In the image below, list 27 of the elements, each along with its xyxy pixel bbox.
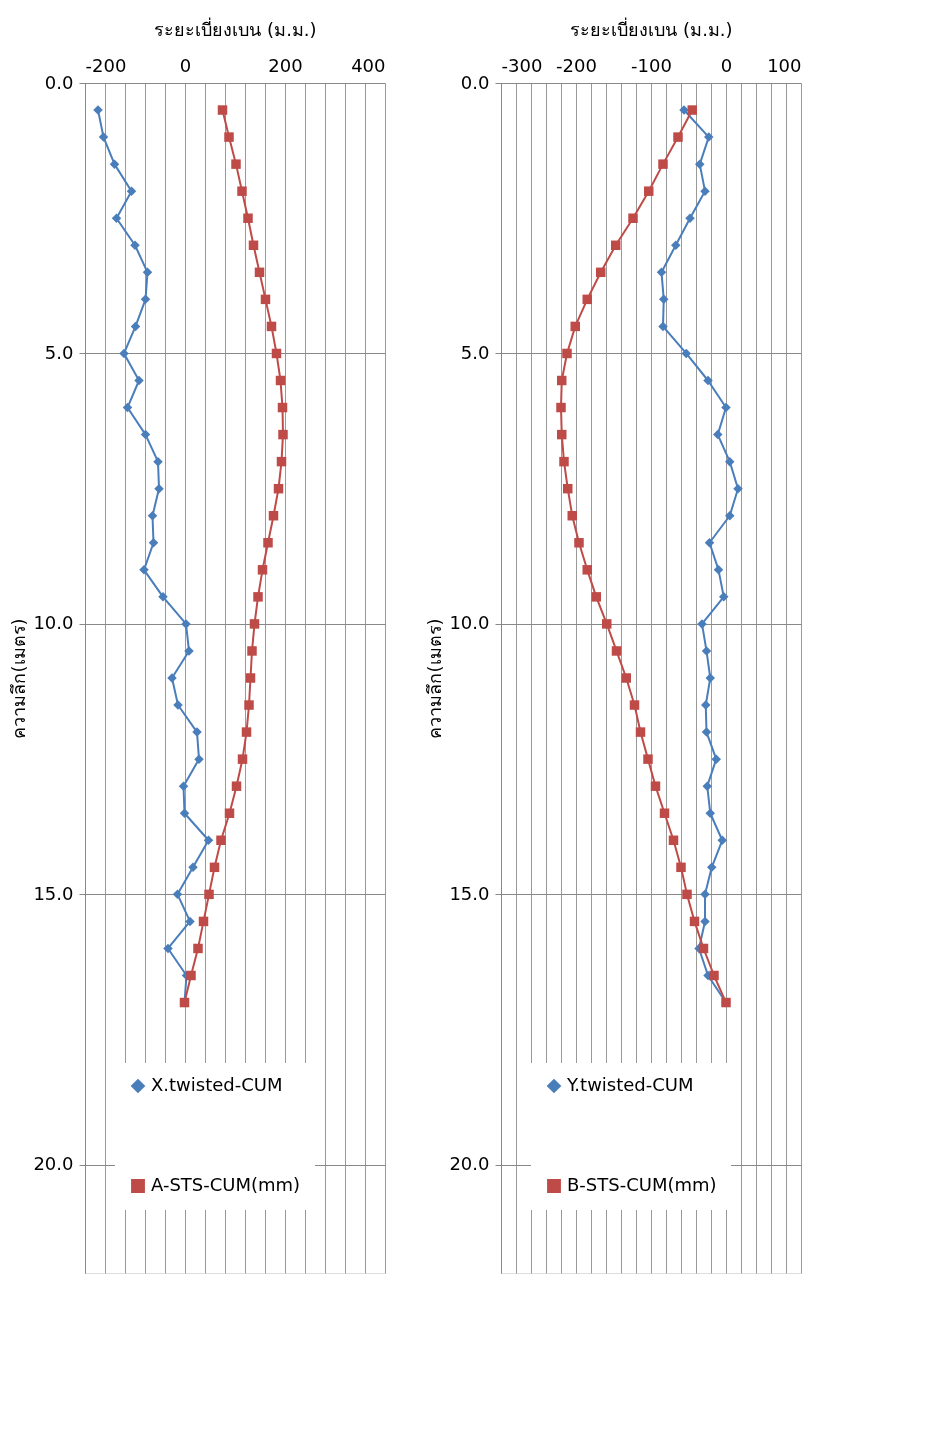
x-tick-label: -200: [556, 54, 597, 76]
legend-label: A-STS-CUM(mm): [151, 1174, 301, 1195]
y-axis-title: ความลึก(เมตร): [424, 618, 446, 739]
x-tick-label: -300: [501, 54, 543, 76]
legend-label: X.twisted-CUM: [151, 1074, 283, 1095]
x-tick-label: -100: [631, 54, 672, 76]
x-tick-label: 0: [720, 54, 733, 76]
x-axis-title: ระยะเบี่ยงเบน (ม.ม.): [154, 16, 317, 40]
x-tick-label: 200: [268, 54, 303, 76]
y-tick-label: 20.0: [449, 1153, 490, 1175]
y-tick-label: 5.0: [44, 341, 74, 363]
y-axis-title: ความลึก(เมตร): [8, 618, 30, 739]
x-tick-label: -200: [85, 54, 127, 76]
y-tick-label: 15.0: [449, 882, 490, 904]
x-tick-label: 400: [351, 54, 386, 76]
legend-label: B-STS-CUM(mm): [567, 1174, 717, 1195]
x-tick-label: 0: [179, 54, 192, 76]
legend-label: Y.twisted-CUM: [566, 1074, 694, 1095]
y-tick-label: 0.0: [44, 71, 74, 93]
y-tick-label: 5.0: [460, 341, 490, 363]
x-tick-label: 100: [767, 54, 802, 76]
y-tick-label: 15.0: [33, 882, 74, 904]
y-tick-label: 10.0: [449, 612, 490, 634]
y-tick-label: 10.0: [33, 612, 74, 634]
y-tick-label: 20.0: [33, 1153, 74, 1175]
x-axis-title: ระยะเบี่ยงเบน (ม.ม.): [570, 16, 733, 40]
y-tick-label: 0.0: [460, 71, 490, 93]
